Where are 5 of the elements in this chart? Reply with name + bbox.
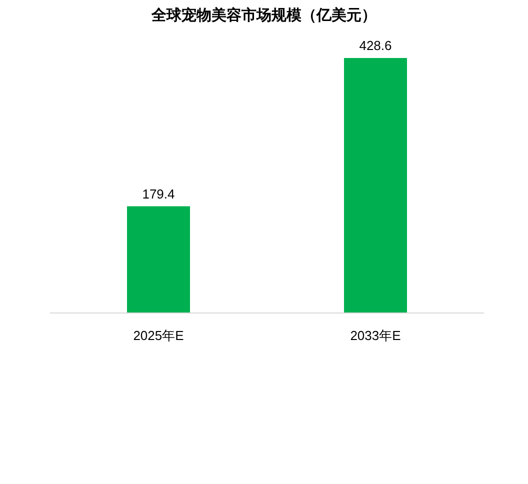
data-label: 428.6	[359, 38, 392, 53]
x-tick-label: 2025年E	[133, 328, 184, 343]
chart-title: 全球宠物美容市场规模（亿美元）	[150, 6, 376, 24]
data-label: 179.4	[142, 186, 175, 202]
x-tick-label: 2033年E	[350, 328, 402, 343]
